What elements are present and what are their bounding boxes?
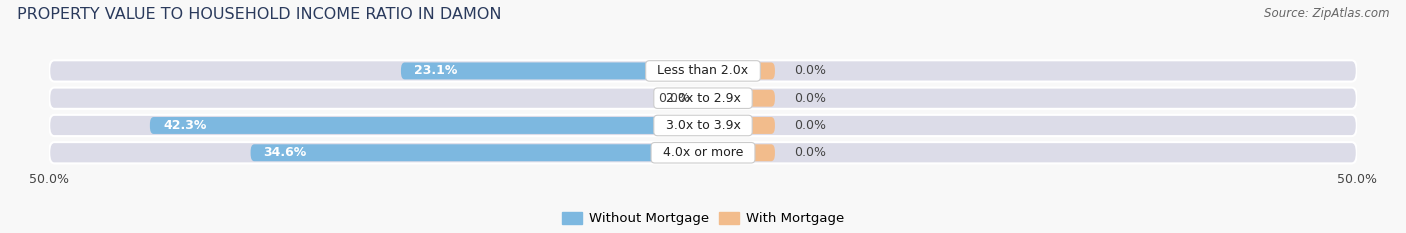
- Text: 4.0x or more: 4.0x or more: [655, 146, 751, 159]
- FancyBboxPatch shape: [664, 90, 703, 107]
- FancyBboxPatch shape: [401, 62, 703, 79]
- Text: 2.0x to 2.9x: 2.0x to 2.9x: [658, 92, 748, 105]
- Text: 3.0x to 3.9x: 3.0x to 3.9x: [658, 119, 748, 132]
- Legend: Without Mortgage, With Mortgage: Without Mortgage, With Mortgage: [557, 206, 849, 230]
- Text: 42.3%: 42.3%: [163, 119, 207, 132]
- FancyBboxPatch shape: [250, 144, 703, 161]
- Text: 0.0%: 0.0%: [658, 92, 690, 105]
- Text: Source: ZipAtlas.com: Source: ZipAtlas.com: [1264, 7, 1389, 20]
- FancyBboxPatch shape: [703, 62, 775, 79]
- Text: 34.6%: 34.6%: [264, 146, 307, 159]
- Text: 0.0%: 0.0%: [794, 92, 827, 105]
- Text: 0.0%: 0.0%: [794, 64, 827, 77]
- FancyBboxPatch shape: [49, 142, 1357, 163]
- FancyBboxPatch shape: [703, 117, 775, 134]
- Text: 0.0%: 0.0%: [794, 119, 827, 132]
- FancyBboxPatch shape: [150, 117, 703, 134]
- FancyBboxPatch shape: [49, 60, 1357, 82]
- Text: 0.0%: 0.0%: [794, 146, 827, 159]
- FancyBboxPatch shape: [703, 90, 775, 107]
- FancyBboxPatch shape: [49, 115, 1357, 136]
- Text: Less than 2.0x: Less than 2.0x: [650, 64, 756, 77]
- FancyBboxPatch shape: [703, 144, 775, 161]
- FancyBboxPatch shape: [49, 88, 1357, 109]
- Text: PROPERTY VALUE TO HOUSEHOLD INCOME RATIO IN DAMON: PROPERTY VALUE TO HOUSEHOLD INCOME RATIO…: [17, 7, 502, 22]
- Text: 23.1%: 23.1%: [413, 64, 457, 77]
